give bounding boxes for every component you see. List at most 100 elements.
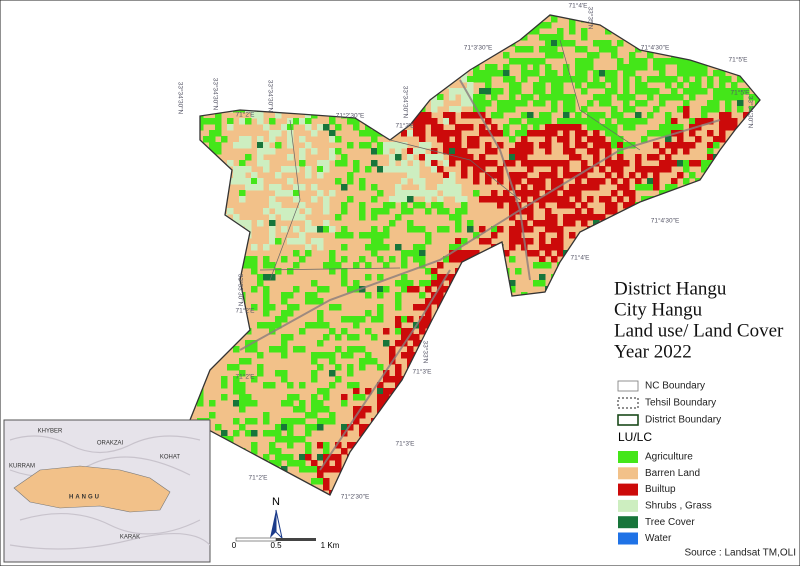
cell xyxy=(347,442,354,449)
legend-label: Tree Cover xyxy=(645,517,695,528)
cell xyxy=(287,154,294,161)
cell xyxy=(671,88,678,95)
cell xyxy=(437,286,444,293)
district-boundary xyxy=(189,14,761,496)
cell xyxy=(605,172,612,179)
cell xyxy=(329,268,336,275)
cell xyxy=(635,64,642,71)
cell xyxy=(203,136,210,143)
cell xyxy=(425,160,432,167)
cell xyxy=(305,172,312,179)
cell xyxy=(317,166,324,173)
cell xyxy=(491,226,498,233)
cell xyxy=(479,226,486,233)
cell xyxy=(581,220,588,227)
cell xyxy=(623,124,630,131)
cell xyxy=(527,226,534,233)
cell xyxy=(737,76,744,83)
cell xyxy=(257,370,264,377)
cell xyxy=(419,142,426,149)
cell xyxy=(437,208,444,215)
cell xyxy=(407,328,414,335)
cell xyxy=(551,178,558,185)
cell xyxy=(521,220,528,227)
cell xyxy=(281,298,288,305)
cell xyxy=(425,232,432,239)
cell xyxy=(275,436,282,443)
cell xyxy=(605,40,612,47)
cell xyxy=(311,460,318,467)
cell xyxy=(557,88,564,95)
cell xyxy=(467,76,474,83)
cell xyxy=(245,430,252,437)
cell xyxy=(287,142,294,149)
cell xyxy=(377,316,384,323)
cell xyxy=(467,124,474,131)
cell xyxy=(383,286,390,293)
cell xyxy=(461,76,468,83)
cell xyxy=(257,148,264,155)
cell xyxy=(329,466,336,473)
cell xyxy=(413,202,420,209)
cell xyxy=(371,160,378,167)
cell xyxy=(467,226,474,233)
cell xyxy=(671,76,678,83)
cell xyxy=(233,430,240,437)
cell xyxy=(383,376,390,383)
cell xyxy=(287,238,294,245)
north-arrow: N xyxy=(270,496,283,540)
cell xyxy=(287,430,294,437)
cell xyxy=(725,106,732,113)
coordinate-label: 33°33'N xyxy=(421,341,429,364)
coordinate-label: 33°34'30"N xyxy=(266,80,274,113)
scale-label: 0.5 xyxy=(270,541,282,550)
cell xyxy=(611,208,618,215)
cell xyxy=(317,400,324,407)
cell xyxy=(353,322,360,329)
cell xyxy=(719,70,726,77)
cell xyxy=(281,124,288,131)
cell xyxy=(515,226,522,233)
cell xyxy=(281,454,288,461)
cell xyxy=(695,76,702,83)
cell xyxy=(503,250,510,257)
cell xyxy=(245,346,252,353)
cell xyxy=(683,64,690,71)
cell xyxy=(485,172,492,179)
cell xyxy=(575,154,582,161)
cell xyxy=(329,382,336,389)
cell xyxy=(383,142,390,149)
cell xyxy=(275,370,282,377)
cell xyxy=(281,376,288,383)
cell xyxy=(449,178,456,185)
cell xyxy=(665,184,672,191)
cell xyxy=(473,232,480,239)
coordinate-label: 71°3'E xyxy=(395,122,415,130)
cell xyxy=(383,226,390,233)
cell xyxy=(509,106,516,113)
cell xyxy=(545,262,552,269)
cell xyxy=(287,208,294,215)
cell xyxy=(245,118,252,125)
cell xyxy=(545,118,552,125)
cell xyxy=(677,106,684,113)
cell xyxy=(509,286,516,293)
cell xyxy=(359,208,366,215)
cell xyxy=(671,118,678,125)
cell xyxy=(455,106,462,113)
cell xyxy=(383,262,390,269)
cell xyxy=(407,220,414,227)
legend-swatch xyxy=(617,414,639,426)
cell xyxy=(497,202,504,209)
cell xyxy=(455,196,462,203)
cell xyxy=(239,190,246,197)
cell xyxy=(515,46,522,53)
cell xyxy=(563,100,570,107)
cell xyxy=(599,82,606,89)
cell xyxy=(659,130,666,137)
cell xyxy=(407,172,414,179)
cell xyxy=(305,166,312,173)
cell xyxy=(245,226,252,233)
cell xyxy=(365,124,372,131)
cell xyxy=(293,304,300,311)
